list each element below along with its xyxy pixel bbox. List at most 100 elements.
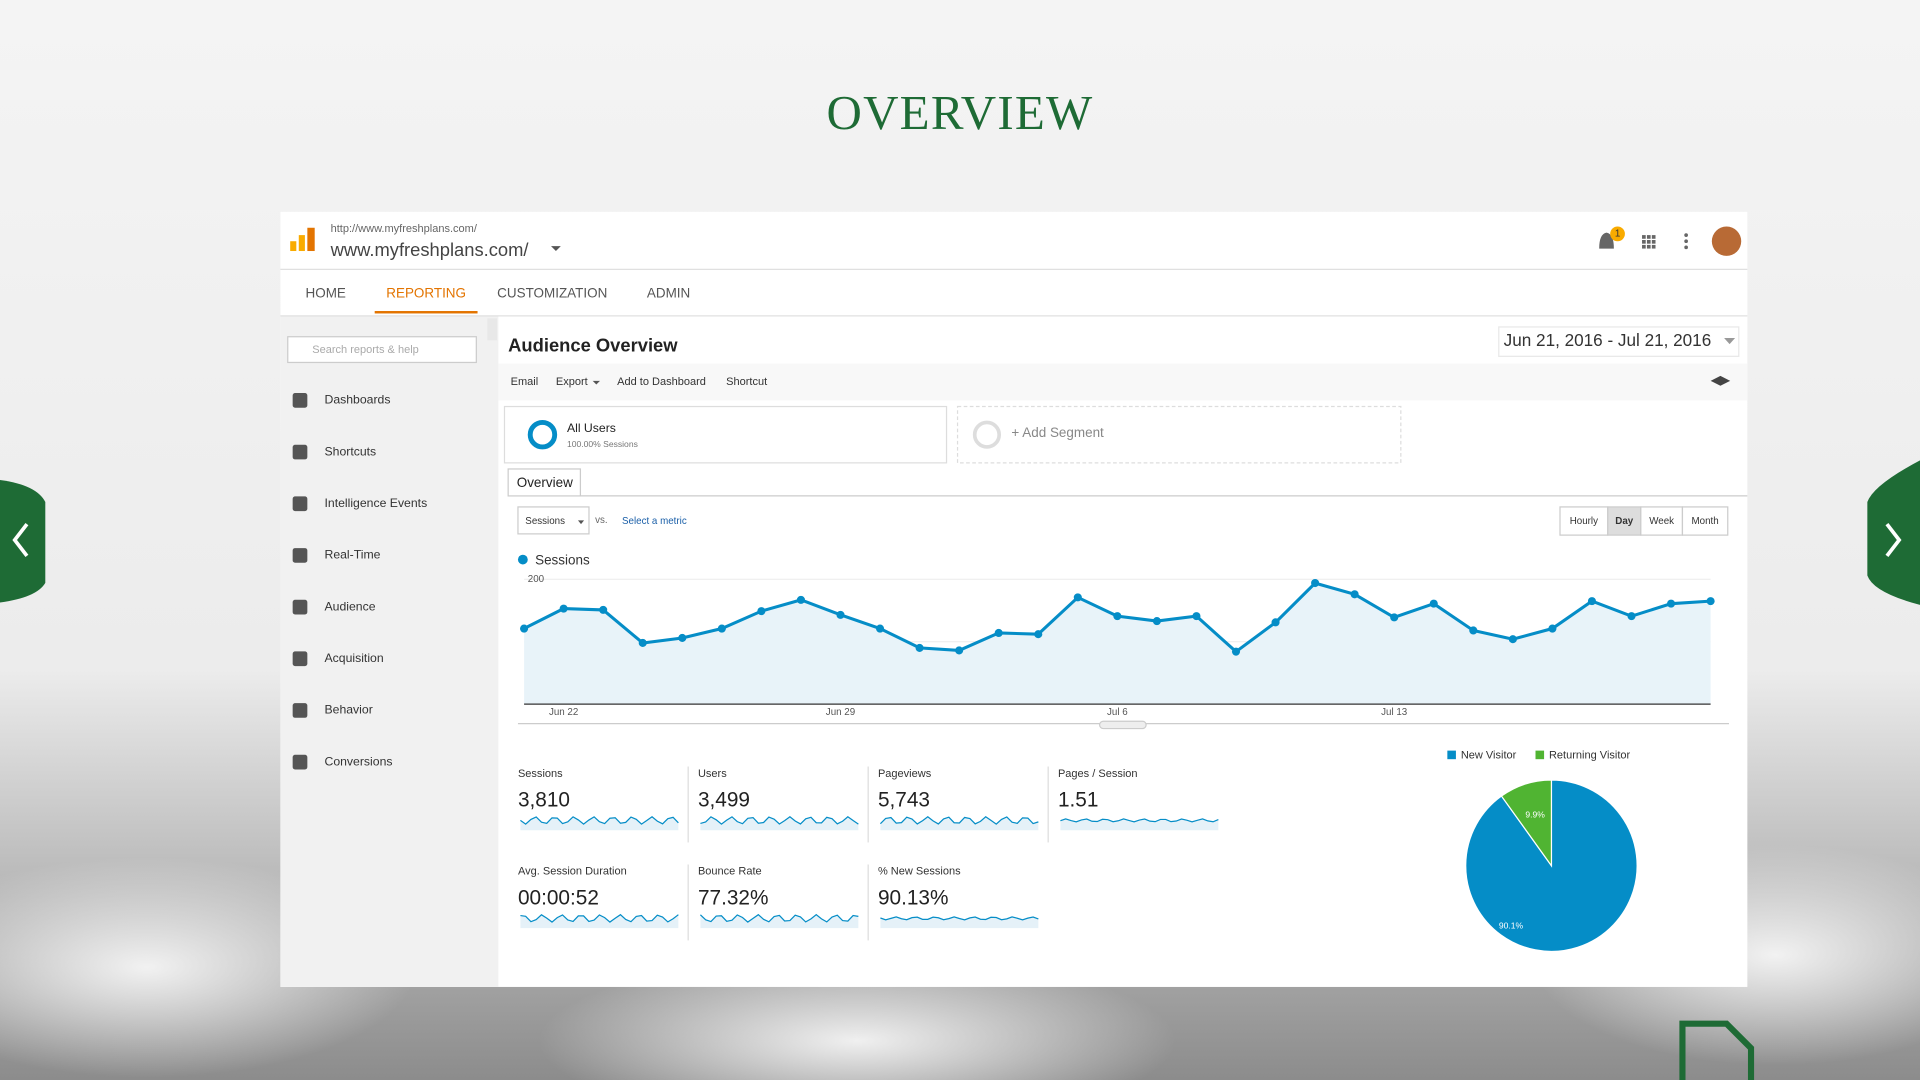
apps-icon[interactable] [1642, 235, 1656, 249]
metric-select-label: Sessions [525, 516, 565, 527]
add-segment-card[interactable] [956, 405, 1402, 464]
sparkline [879, 815, 1039, 825]
point [1627, 612, 1636, 621]
sparkline-area [880, 916, 1039, 929]
menu-item[interactable]: Behavior [324, 703, 372, 717]
point [638, 638, 647, 647]
nav-tab[interactable]: ADMIN [647, 285, 690, 300]
legend-label: Sessions [535, 552, 590, 567]
point [717, 624, 726, 633]
segment-name: All Users [567, 421, 616, 435]
x-tick-label: Jul 6 [1107, 707, 1128, 718]
dropdown-arrow [577, 520, 585, 525]
nav-tab[interactable]: REPORTING [386, 285, 466, 300]
point [1271, 618, 1280, 627]
date-picker[interactable] [1498, 326, 1740, 357]
point [994, 628, 1003, 637]
action[interactable]: Export [556, 376, 588, 388]
point [1508, 635, 1517, 644]
sparkline [520, 913, 679, 923]
granularity-label: Month [1692, 516, 1719, 527]
point [1469, 626, 1478, 635]
legend-label: Returning Visitor [1549, 749, 1631, 761]
x-tick-label: Jun 22 [549, 707, 578, 718]
point [876, 624, 885, 633]
menu-item[interactable]: Shortcuts [324, 444, 376, 458]
slice-label: 9.9% [1525, 809, 1545, 819]
notification-bell[interactable] [1599, 232, 1614, 249]
resize-handle[interactable] [1098, 720, 1147, 730]
segment-sub: 100.00% Sessions [567, 439, 638, 449]
metric-label: Pages / Session [1058, 768, 1138, 780]
x-tick-label: Jun 29 [826, 707, 855, 718]
sparkline-area [700, 914, 859, 929]
metric-value: 5,743 [878, 788, 930, 811]
granularity-button[interactable] [1559, 506, 1609, 536]
point [1390, 613, 1399, 622]
avatar[interactable] [1711, 226, 1742, 256]
logo [290, 241, 297, 252]
legend-marker [517, 554, 528, 565]
sparkline [880, 916, 1039, 921]
date-range: Jun 21, 2016 - Jul 21, 2016 [1504, 330, 1712, 350]
search-box[interactable] [287, 336, 477, 364]
menu-item[interactable]: Real-Time [324, 548, 380, 562]
granularity-button[interactable] [1640, 506, 1684, 536]
prev-button[interactable] [0, 480, 46, 603]
segment-card[interactable] [503, 405, 948, 464]
sparkline [700, 815, 859, 825]
metric-value: 3,810 [518, 788, 570, 811]
dropdown-arrow [551, 246, 561, 252]
collapse-button[interactable] [487, 318, 498, 341]
active-tab-underline [374, 311, 478, 314]
menu-icon [292, 703, 308, 718]
sidebar-menu: Dashboards Shortcuts Intelligence Events Re… [292, 393, 427, 770]
slide-title: OVERVIEW [827, 85, 1094, 140]
point [1350, 590, 1359, 599]
menu-item[interactable]: Audience [324, 599, 375, 613]
notification-count: 1 [1615, 228, 1620, 239]
nav-tab[interactable]: CUSTOMIZATION [497, 285, 607, 300]
vs-label: vs. [595, 515, 608, 526]
menu-item[interactable]: Acquisition [324, 651, 383, 665]
nav-tab[interactable]: HOME [306, 285, 346, 300]
point [955, 646, 964, 655]
metric-value: 77.32% [698, 886, 769, 909]
metric-label: Users [698, 768, 727, 780]
point [599, 605, 608, 614]
point [1667, 599, 1676, 608]
action[interactable]: Email [511, 376, 539, 388]
education-icon[interactable] [1710, 375, 1731, 386]
point [520, 624, 529, 633]
menu-icon [292, 444, 308, 460]
legend-label: New Visitor [1461, 749, 1517, 761]
point [1311, 579, 1320, 588]
menu-item[interactable]: Intelligence Events [324, 496, 427, 510]
action[interactable]: Add to Dashboard [617, 376, 706, 388]
segment-circle [972, 420, 1002, 449]
menu-item[interactable]: Conversions [324, 754, 392, 768]
menu-icon [292, 651, 308, 667]
sparkline-area [520, 914, 679, 929]
point [678, 633, 687, 642]
more-icon[interactable] [1684, 233, 1688, 250]
point [1192, 612, 1201, 621]
overview-tab[interactable] [507, 468, 582, 497]
point [1587, 597, 1596, 606]
granularity-button[interactable] [1681, 506, 1729, 536]
logo [298, 235, 305, 252]
point [1113, 612, 1122, 621]
segment-circle [527, 420, 558, 450]
metric-select[interactable] [517, 506, 590, 535]
x-tick-label: Jul 13 [1381, 707, 1408, 718]
sparkline-area [520, 816, 679, 831]
point [1231, 647, 1241, 656]
menu-item[interactable]: Dashboards [324, 393, 390, 407]
toolbar [498, 363, 1748, 401]
property-name[interactable]: www.myfreshplans.com/ [330, 239, 530, 260]
select-metric[interactable]: Select a metric [622, 516, 687, 527]
action[interactable]: Shortcut [726, 376, 767, 388]
metric-value: 1.51 [1058, 788, 1098, 811]
menu-icon [292, 548, 308, 563]
